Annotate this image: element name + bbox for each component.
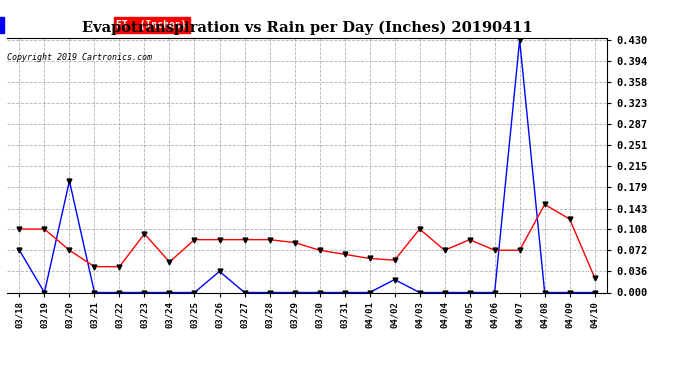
Text: ET  (Inches): ET (Inches) [117,20,187,30]
Text: Rain  (Inches): Rain (Inches) [0,20,1,30]
Text: Copyright 2019 Cartronics.com: Copyright 2019 Cartronics.com [7,53,152,62]
Title: Evapotranspiration vs Rain per Day (Inches) 20190411: Evapotranspiration vs Rain per Day (Inch… [81,21,533,35]
